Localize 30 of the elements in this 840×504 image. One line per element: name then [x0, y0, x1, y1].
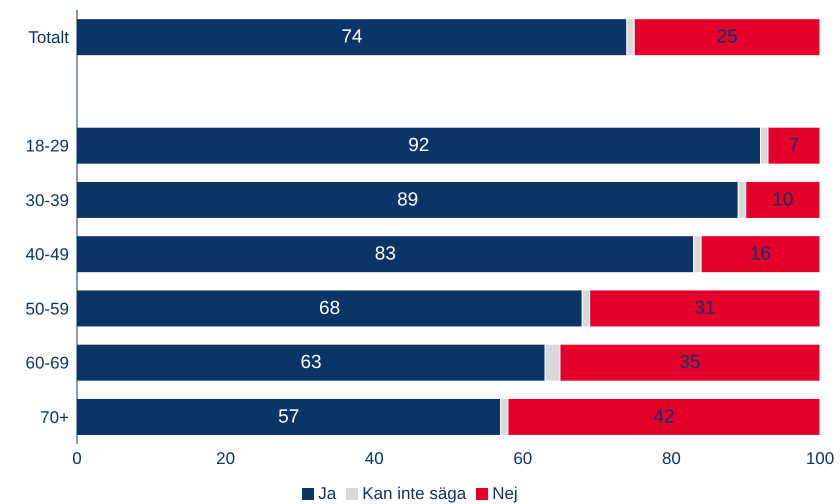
data-label: 16	[750, 244, 772, 265]
data-label: 92	[408, 135, 430, 156]
y-tick-label: 18-29	[26, 136, 69, 156]
data-label: 68	[319, 298, 340, 319]
data-label: 74	[341, 26, 363, 48]
x-tick-label: 40	[364, 449, 384, 468]
y-tick-label: 70+	[40, 408, 70, 427]
legend-label: Kan inte säga	[362, 484, 466, 504]
y-tick-label: 40-49	[26, 245, 69, 264]
data-label: 31	[694, 298, 716, 319]
data-label: 7	[788, 135, 800, 156]
y-tick-label: Totalt	[28, 28, 70, 48]
data-label: 89	[397, 189, 418, 210]
data-label: 42	[653, 406, 675, 428]
y-tick-label: 60-69	[26, 354, 69, 373]
x-tick-label: 0	[72, 449, 82, 468]
x-tick-label: 100	[806, 449, 834, 468]
data-label: 35	[679, 352, 701, 374]
text: Ja	[318, 484, 336, 504]
data-label: 57	[278, 406, 300, 428]
data-label: 63	[300, 352, 322, 374]
y-tick-label: 30-39	[26, 190, 69, 210]
legend-label: Nej	[492, 484, 518, 504]
data-label: 25	[716, 26, 738, 48]
data-label: 83	[374, 244, 396, 265]
x-tick-label: 20	[216, 449, 236, 468]
y-tick-label: 50-59	[26, 299, 69, 318]
data-label: 10	[772, 189, 794, 210]
x-tick-label: 60	[513, 449, 532, 468]
x-tick-label: 80	[662, 449, 681, 468]
